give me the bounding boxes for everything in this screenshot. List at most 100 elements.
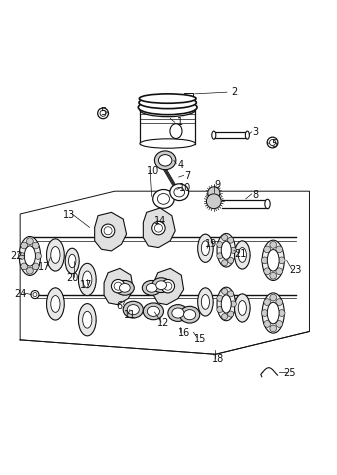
Circle shape [32,263,39,270]
Text: 7: 7 [184,171,190,181]
Ellipse shape [47,288,64,320]
Text: 15: 15 [194,334,207,344]
Circle shape [112,279,125,293]
Polygon shape [95,212,127,251]
Circle shape [276,268,282,275]
Ellipse shape [265,199,270,209]
Circle shape [32,242,39,249]
Ellipse shape [158,154,172,166]
Text: 13: 13 [63,209,75,219]
Text: 24: 24 [14,289,26,299]
Circle shape [230,247,236,253]
Circle shape [21,242,28,249]
Ellipse shape [238,247,246,262]
Ellipse shape [172,308,184,318]
Ellipse shape [235,294,250,322]
Ellipse shape [140,103,195,117]
Text: 19: 19 [205,238,218,248]
Circle shape [217,295,223,301]
Ellipse shape [147,306,159,316]
Ellipse shape [245,131,249,139]
Ellipse shape [68,254,76,268]
Text: 6: 6 [117,301,123,311]
Text: 18: 18 [212,354,224,364]
Ellipse shape [221,295,231,313]
Text: 4: 4 [177,161,183,171]
Ellipse shape [120,284,130,292]
Ellipse shape [83,311,92,328]
Circle shape [264,299,271,305]
Circle shape [21,263,28,270]
Text: 3: 3 [253,127,259,137]
Ellipse shape [180,306,200,323]
Circle shape [100,110,106,116]
Ellipse shape [207,194,221,209]
Ellipse shape [201,241,210,256]
Circle shape [101,224,115,238]
Bar [184,93,193,100]
Ellipse shape [116,280,134,295]
Text: 2: 2 [231,86,237,96]
Text: 22: 22 [10,251,23,261]
Ellipse shape [170,124,182,139]
Polygon shape [104,268,133,304]
Ellipse shape [208,187,220,199]
Ellipse shape [262,240,284,280]
Ellipse shape [51,295,60,313]
Circle shape [154,224,162,232]
Ellipse shape [139,94,196,103]
Circle shape [276,246,282,253]
Text: 20: 20 [67,274,79,284]
Ellipse shape [47,239,64,271]
Ellipse shape [139,96,196,109]
Ellipse shape [217,287,236,321]
Circle shape [276,321,282,327]
Text: 5: 5 [100,107,106,117]
Circle shape [270,325,277,332]
Circle shape [262,257,268,264]
Ellipse shape [217,234,236,267]
Circle shape [217,306,223,313]
Text: 17: 17 [37,262,50,272]
Circle shape [35,253,41,259]
Ellipse shape [79,304,96,336]
Ellipse shape [51,247,60,263]
Text: 14: 14 [154,217,166,227]
Circle shape [270,272,277,279]
Circle shape [164,282,172,290]
Text: 12: 12 [157,318,170,328]
Text: 11: 11 [124,310,136,320]
Circle shape [222,260,228,266]
Circle shape [217,242,223,247]
Ellipse shape [238,301,246,315]
Polygon shape [143,208,175,247]
Ellipse shape [168,304,188,322]
Ellipse shape [156,281,166,290]
Ellipse shape [157,193,170,204]
Ellipse shape [201,294,210,309]
Circle shape [227,257,234,263]
Ellipse shape [142,280,161,295]
Circle shape [230,301,236,307]
Text: 9: 9 [214,180,220,190]
Ellipse shape [65,248,79,274]
Ellipse shape [154,151,176,170]
Ellipse shape [212,131,216,139]
Circle shape [98,108,109,119]
Circle shape [270,241,277,248]
Circle shape [222,314,228,320]
Circle shape [227,291,234,297]
Circle shape [262,310,268,316]
Ellipse shape [198,234,213,262]
Circle shape [278,310,285,316]
Text: 21: 21 [235,248,247,258]
Ellipse shape [267,302,279,324]
Text: 16: 16 [178,328,190,338]
Text: 8: 8 [253,190,259,200]
Text: 5: 5 [271,139,277,149]
Ellipse shape [221,241,231,259]
Circle shape [227,311,234,317]
Polygon shape [153,268,184,304]
Ellipse shape [19,237,40,276]
Text: 1: 1 [177,117,183,127]
